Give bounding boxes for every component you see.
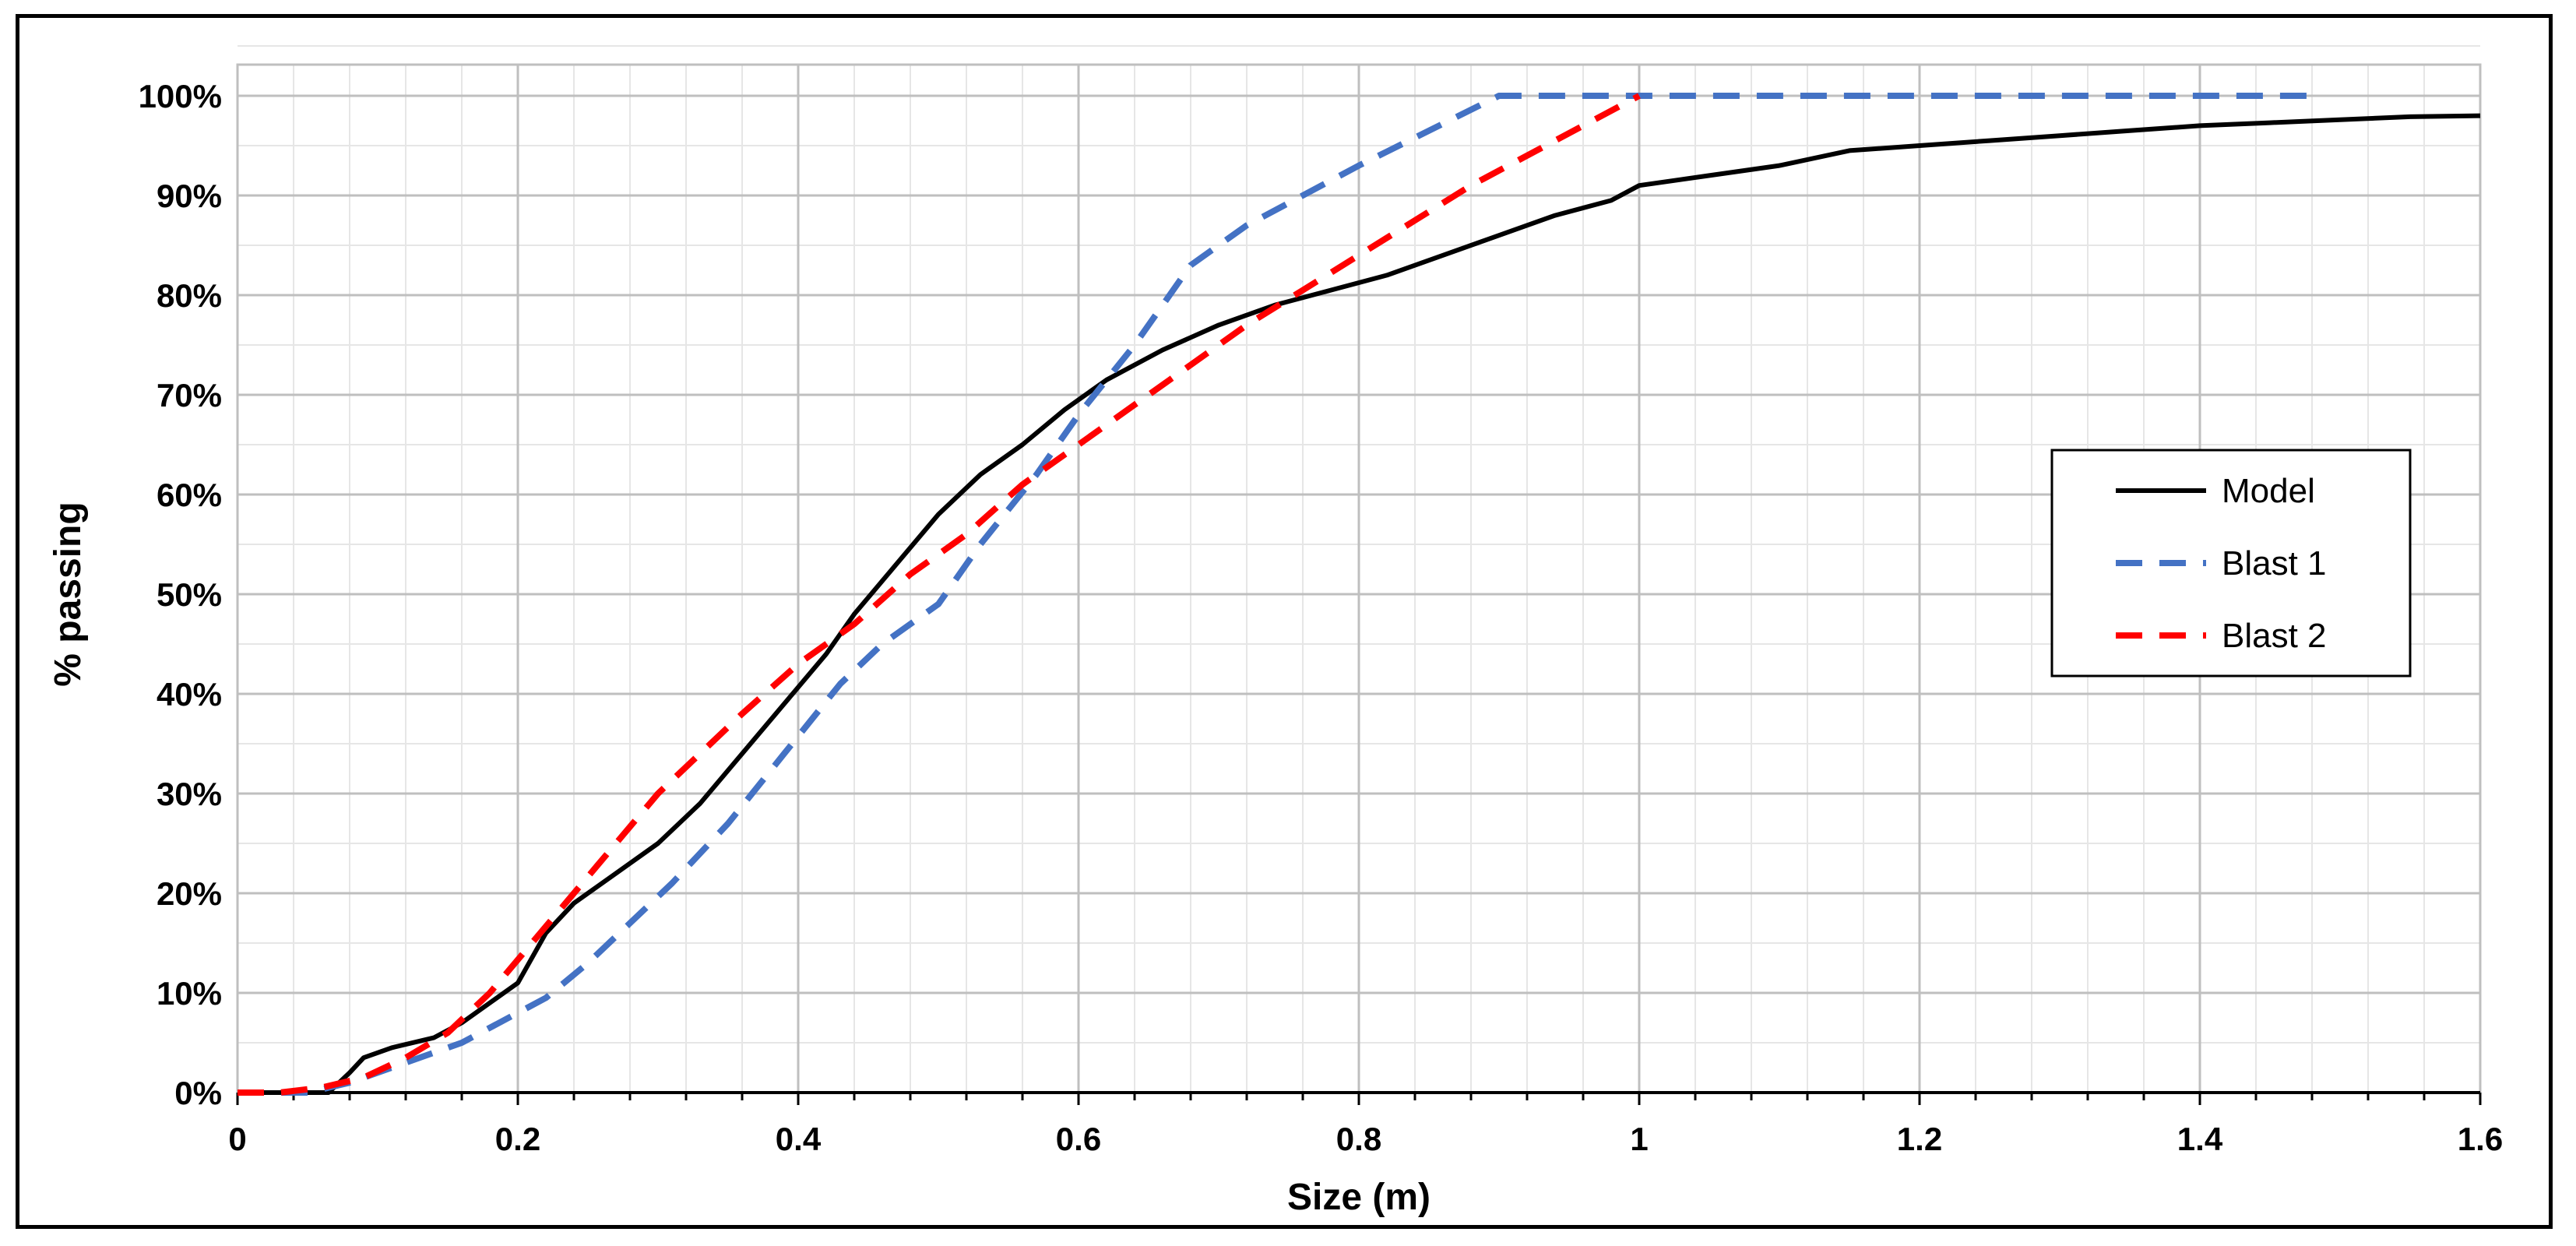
chart-frame: 0 0.2 0.4 0.6 0.8 1 1.2 1.4 1.6 0% 10% 20% 30% 40% 50%… — [16, 14, 2553, 1229]
x-tick-label: 0.4 — [776, 1121, 822, 1157]
y-tick-label: 0% — [174, 1075, 222, 1111]
legend-box — [2050, 449, 2412, 678]
series-line-blast-2 — [238, 93, 1641, 1096]
x-axis-title: Size (m) — [1287, 1177, 1431, 1218]
chart-svg: 0 0.2 0.4 0.6 0.8 1 1.2 1.4 1.6 0% 10% 20% 30% 40% 50%… — [48, 45, 2504, 1218]
series-line-blast-1 — [238, 93, 2312, 1096]
x-tick-label: 1.2 — [1897, 1121, 1942, 1157]
label-layer: 0 0.2 0.4 0.6 0.8 1 1.2 1.4 1.6 0% 10% 20% 30% 40% 50%… — [139, 78, 2504, 1157]
x-tick-label: 0.6 — [1056, 1121, 1101, 1157]
y-tick-label: 40% — [157, 676, 222, 713]
tick-layer — [236, 1091, 2482, 1105]
y-tick-label: 60% — [157, 477, 222, 513]
x-tick-label: 0.8 — [1336, 1121, 1381, 1157]
legend-label-blast-2: Blast 2 — [2222, 617, 2327, 655]
x-tick-label: 0 — [228, 1121, 246, 1157]
y-tick-label: 100% — [139, 78, 222, 114]
y-tick-label: 10% — [157, 975, 222, 1012]
x-tick-label: 1.4 — [2177, 1121, 2223, 1157]
x-tick-label: 0.2 — [495, 1121, 540, 1157]
series-line-model — [238, 113, 2481, 1095]
y-tick-label: 90% — [157, 178, 222, 214]
y-tick-label: 30% — [157, 776, 222, 812]
y-tick-label: 80% — [157, 277, 222, 314]
legend-label-model: Model — [2222, 472, 2315, 510]
y-tick-label: 20% — [157, 875, 222, 912]
x-tick-label: 1 — [1630, 1121, 1648, 1157]
legend-label-blast-1: Blast 1 — [2222, 544, 2327, 583]
legend: Model Blast 1 Blast 2 — [2050, 449, 2412, 678]
y-axis-title: % passing — [48, 502, 89, 686]
x-tick-label: 1.6 — [2458, 1121, 2503, 1157]
y-tick-label: 50% — [157, 576, 222, 613]
grid-layer — [236, 45, 2482, 1094]
series-layer — [238, 93, 2481, 1096]
y-tick-label: 70% — [157, 377, 222, 414]
